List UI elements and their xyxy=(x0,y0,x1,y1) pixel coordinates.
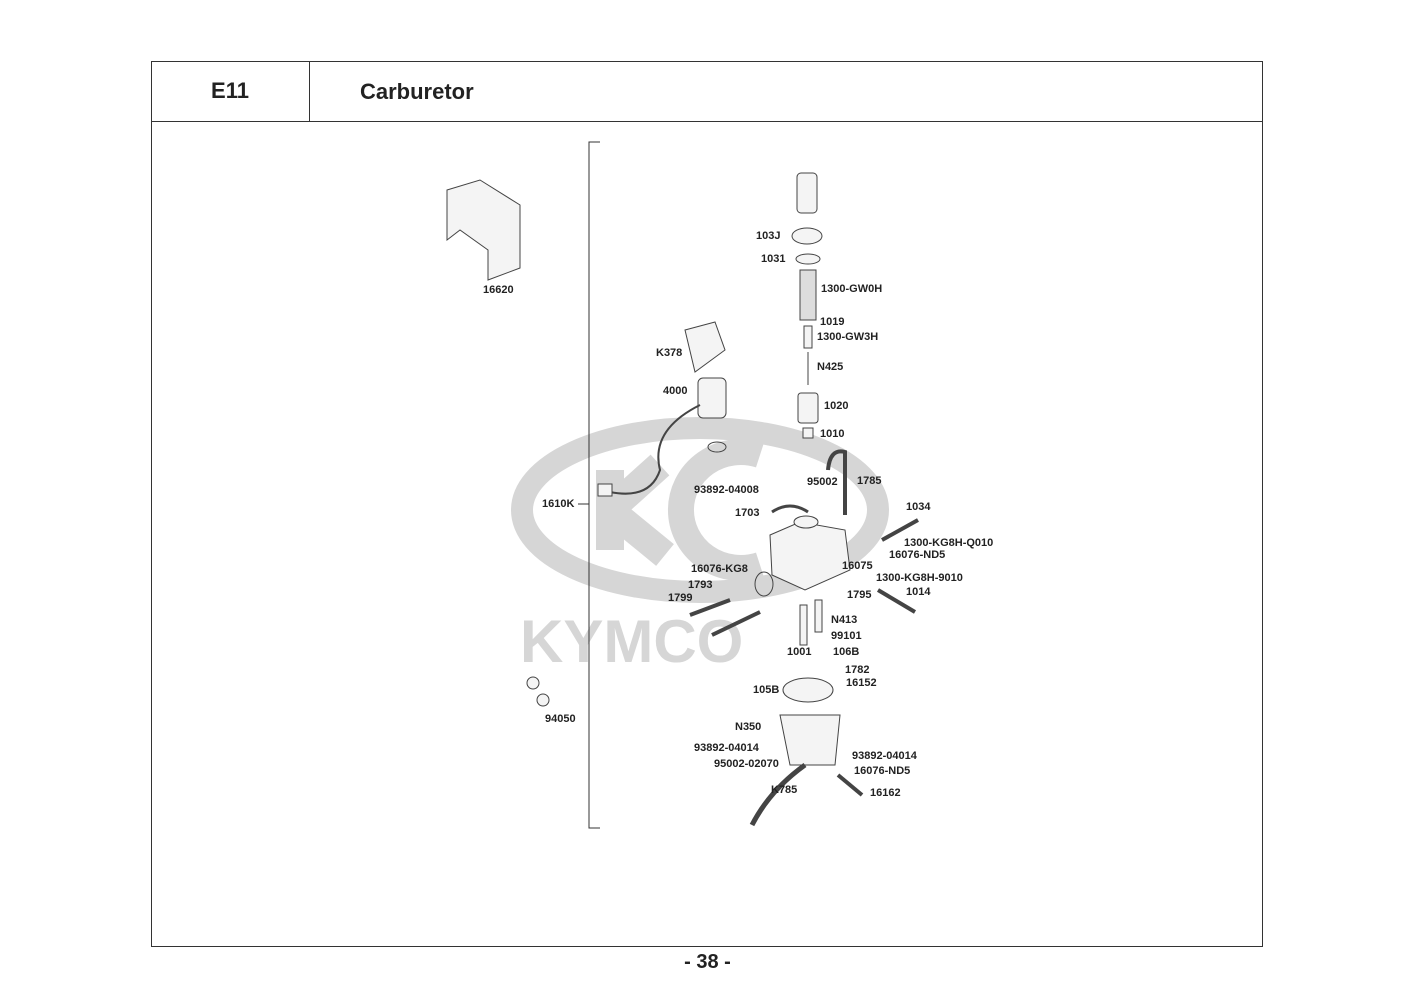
part-label: 1799 xyxy=(668,592,693,604)
part-label: 16076-ND5 xyxy=(889,549,946,561)
diagram-frame xyxy=(151,61,1263,947)
part-label: 1014 xyxy=(906,586,931,598)
part-label: 1300-GW0H xyxy=(821,283,883,295)
part-K378 xyxy=(684,321,726,373)
part-103J xyxy=(791,227,823,245)
part-label: 16076-KG8 xyxy=(691,563,748,575)
part-label: K378 xyxy=(656,347,683,359)
part-label: 106B xyxy=(833,646,860,658)
part-label: 1610K xyxy=(542,498,575,510)
part-4000 xyxy=(697,377,727,419)
part-label: 95002 xyxy=(807,476,838,488)
part-label: 1795 xyxy=(847,589,872,601)
part-label: 1034 xyxy=(906,501,931,513)
kymco-watermark-logo xyxy=(511,417,889,603)
part-label: 1001 xyxy=(787,646,812,658)
part-label: 1300-KG8H-9010 xyxy=(876,572,963,584)
page-number: - 38 - xyxy=(684,951,731,973)
part-label: K785 xyxy=(771,784,798,796)
part-label: 1010 xyxy=(820,428,845,440)
part-label: 4000 xyxy=(663,385,688,397)
part-105B-float xyxy=(782,677,834,703)
part-label: N425 xyxy=(817,361,844,373)
part-label: 16075 xyxy=(842,560,873,572)
part-label: 105B xyxy=(753,684,780,696)
part-16620-cover xyxy=(446,179,521,281)
page-title: Carburetor xyxy=(310,61,1263,122)
part-label: 1031 xyxy=(761,253,786,265)
part-top-tube xyxy=(796,172,818,214)
part-label: N413 xyxy=(831,614,858,626)
part-N350-bowl xyxy=(779,714,841,766)
part-label: 94050 xyxy=(545,713,576,725)
part-label: 93892-04014 xyxy=(694,742,759,754)
part-label: 16620 xyxy=(483,284,514,296)
part-label: 16162 xyxy=(870,787,901,799)
part-K785-hose xyxy=(749,762,807,827)
part-label: 93892-04008 xyxy=(694,484,759,496)
part-label: 95002-02070 xyxy=(714,758,779,770)
part-label: 1785 xyxy=(857,475,882,487)
part-label: 93892-04014 xyxy=(852,750,917,762)
part-label: 1020 xyxy=(824,400,849,412)
group-bracket xyxy=(588,141,600,829)
kymco-watermark-text: KYMCO xyxy=(520,608,743,675)
part-label: 16076-ND5 xyxy=(854,765,911,777)
section-code: E11 xyxy=(151,61,310,122)
part-label: 1300-KG8H-Q010 xyxy=(904,537,994,549)
part-label: 1793 xyxy=(688,579,713,591)
part-label: N350 xyxy=(735,721,762,733)
part-label: 1703 xyxy=(735,507,760,519)
part-label: 16152 xyxy=(846,677,877,689)
part-label: 103J xyxy=(756,230,781,242)
part-spring xyxy=(799,269,817,321)
part-label: 1300-GW3H xyxy=(817,331,879,343)
part-label: 1019 xyxy=(820,316,845,328)
part-label: 1782 xyxy=(845,664,870,676)
part-carburetor-body xyxy=(769,521,851,591)
part-label: 99101 xyxy=(831,630,862,642)
part-1020-slide xyxy=(797,392,819,424)
